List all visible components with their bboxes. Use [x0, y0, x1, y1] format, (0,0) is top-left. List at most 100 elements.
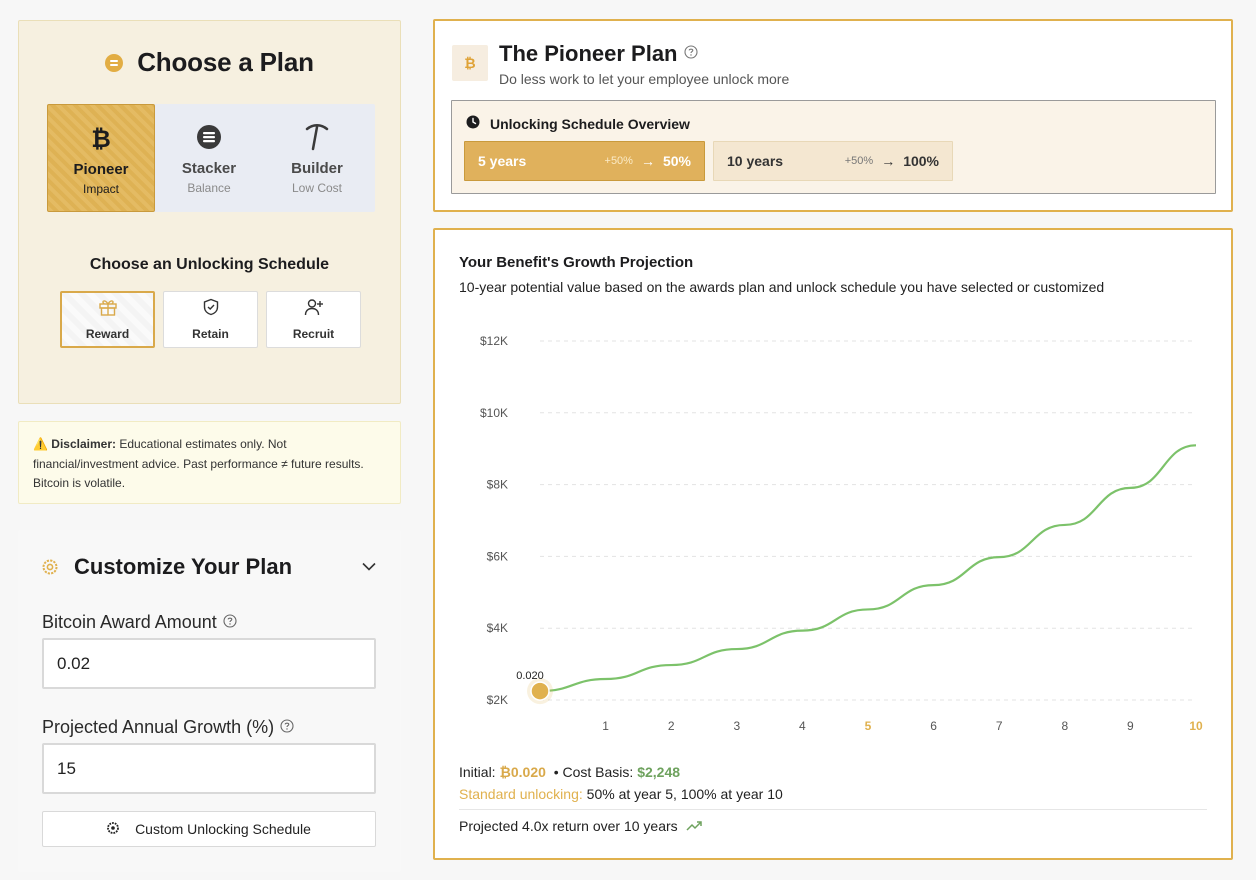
growth-label-text: Projected Annual Growth (%)	[42, 717, 275, 737]
schedule-option-label: Recruit	[292, 327, 335, 341]
arrow-right-icon: →	[640, 153, 655, 169]
plan-option-sub: Impact	[82, 182, 119, 196]
divider	[459, 809, 1207, 810]
initial-label: Initial:	[459, 764, 496, 780]
schedule-option-retain[interactable]: Retain	[163, 291, 258, 348]
x-tick-label: 1	[602, 719, 609, 733]
help-icon[interactable]	[223, 612, 237, 633]
custom-unlocking-schedule-button[interactable]: Custom Unlocking Schedule	[42, 811, 376, 847]
overview-title: Unlocking Schedule Overview	[490, 115, 690, 132]
start-point	[530, 681, 550, 701]
choose-plan-card: Choose a Plan ₿ Pioneer Impact Stacker	[18, 20, 401, 404]
x-tick-label: 6	[930, 719, 937, 733]
bitcoin-badge-icon: ₿	[452, 45, 488, 81]
help-icon[interactable]	[280, 717, 294, 738]
summary-projected-row: Projected 4.0x return over 10 years	[459, 818, 702, 834]
award-amount-label-text: Bitcoin Award Amount	[42, 612, 217, 632]
clock-icon	[466, 115, 480, 132]
coin-icon	[105, 53, 124, 72]
user-plus-icon	[304, 298, 324, 321]
pickaxe-icon	[304, 122, 330, 152]
standard-unlocking-value: 50% at year 5, 100% at year 10	[586, 786, 783, 802]
svg-text:₿: ₿	[91, 125, 111, 151]
help-icon[interactable]	[683, 44, 698, 64]
x-tick-label: 8	[1061, 719, 1068, 733]
plan-option-builder[interactable]: Builder Low Cost	[263, 104, 371, 212]
schedule-options: Reward Retain Recruit	[60, 291, 361, 348]
trending-up-icon	[686, 818, 702, 834]
y-tick-label: $4K	[487, 621, 508, 635]
milestone-delta: +50%	[604, 155, 633, 167]
y-tick-label: $12K	[480, 334, 508, 348]
customize-card: Customize Your Plan Bitcoin Award Amount…	[18, 530, 401, 872]
unlock-milestone-5-years[interactable]: 5 years +50% → 50%	[464, 141, 705, 181]
gift-icon	[98, 298, 118, 321]
pioneer-title-row: The Pioneer Plan	[499, 41, 698, 67]
pioneer-title: The Pioneer Plan	[499, 41, 678, 66]
y-tick-label: $10K	[480, 406, 508, 420]
disclaimer-text: Educational estimates only. Not financia…	[33, 437, 364, 490]
standard-unlocking-label: Standard unlocking:	[459, 786, 583, 802]
summary-initial-row: Initial: ₿0.020 • Cost Basis: $2,248	[459, 764, 680, 780]
unlocking-overview: Unlocking Schedule Overview 5 years +50%…	[451, 100, 1216, 194]
milestone-percent: 50%	[662, 153, 691, 169]
cost-basis-label: Cost Basis:	[562, 764, 634, 780]
pioneer-subtitle: Do less work to let your employee unlock…	[499, 71, 790, 87]
bitcoin-icon: ₿	[91, 123, 111, 153]
growth-input[interactable]	[42, 743, 376, 794]
choose-plan-title: Choose a Plan	[137, 47, 314, 77]
plan-option-stacker[interactable]: Stacker Balance	[155, 104, 263, 212]
choose-plan-header: Choose a Plan	[19, 47, 400, 78]
disclaimer-label: Disclaimer:	[51, 437, 116, 451]
milestone-delta: +50%	[844, 155, 874, 167]
gear-icon	[42, 559, 58, 575]
plan-option-sub: Low Cost	[291, 181, 343, 195]
x-tick-label: 3	[733, 719, 740, 733]
summary-standard-row: Standard unlocking: 50% at year 5, 100% …	[459, 786, 783, 802]
x-tick-label: 5	[865, 719, 872, 733]
settings-icon	[107, 821, 119, 837]
milestone-percent: 100%	[903, 153, 939, 169]
pioneer-plan-card: ₿ The Pioneer Plan Do less work to let y…	[433, 19, 1233, 212]
growth-subtitle: 10-year potential value based on the awa…	[459, 279, 1105, 295]
unlock-milestone-10-years[interactable]: 10 years +50% → 100%	[713, 141, 953, 181]
initial-value: ₿0.020	[499, 764, 546, 780]
milestone-years: 5 years	[478, 153, 527, 169]
y-tick-label: $2K	[487, 693, 508, 707]
bullet: •	[553, 764, 559, 780]
schedule-option-recruit[interactable]: Recruit	[266, 291, 361, 348]
schedule-option-label: Reward	[85, 327, 130, 341]
disclaimer-box: ⚠️ Disclaimer: Educational estimates onl…	[18, 421, 401, 504]
plan-option-name: Stacker	[181, 160, 237, 177]
plan-option-sub: Balance	[187, 181, 231, 195]
growth-chart: $2K $4K $6K $8K $10K $12K 1 2 3 4 5 6 7 8 9 10 0.020	[480, 334, 1203, 733]
cost-basis-value: $2,248	[637, 764, 681, 780]
plan-option-pioneer[interactable]: ₿ Pioneer Impact	[47, 104, 155, 212]
series-line	[539, 444, 1197, 693]
coin-stack-icon	[196, 122, 222, 152]
award-amount-input[interactable]	[42, 638, 376, 689]
y-tick-label: $6K	[487, 549, 508, 563]
x-tick-label: 2	[668, 719, 675, 733]
customize-header[interactable]: Customize Your Plan	[42, 554, 376, 580]
x-tick-label: 7	[996, 719, 1003, 733]
start-point-label: 0.020	[516, 670, 544, 682]
plan-option-name: Pioneer	[73, 161, 129, 178]
schedule-option-label: Retain	[192, 327, 229, 341]
growth-projection-card: Your Benefit's Growth Projection 10-year…	[433, 228, 1233, 860]
award-amount-label: Bitcoin Award Amount	[42, 612, 237, 633]
shield-check-icon	[202, 298, 220, 321]
milestone-years: 10 years	[727, 153, 784, 169]
arrow-right-icon: →	[881, 153, 896, 169]
y-tick-label: $8K	[487, 478, 508, 492]
x-tick-label: 9	[1127, 719, 1134, 733]
chevron-down-icon[interactable]	[362, 558, 376, 576]
customize-title: Customize Your Plan	[74, 554, 293, 579]
x-tick-label: 10	[1189, 719, 1203, 733]
schedule-option-reward[interactable]: Reward	[60, 291, 155, 348]
plan-options: ₿ Pioneer Impact Stacker Balance	[47, 104, 375, 212]
warning-icon: ⚠️	[33, 437, 48, 451]
schedule-heading: Choose an Unlocking Schedule	[89, 256, 330, 273]
custom-unlocking-schedule-label: Custom Unlocking Schedule	[135, 821, 311, 837]
growth-title: Your Benefit's Growth Projection	[459, 254, 694, 271]
